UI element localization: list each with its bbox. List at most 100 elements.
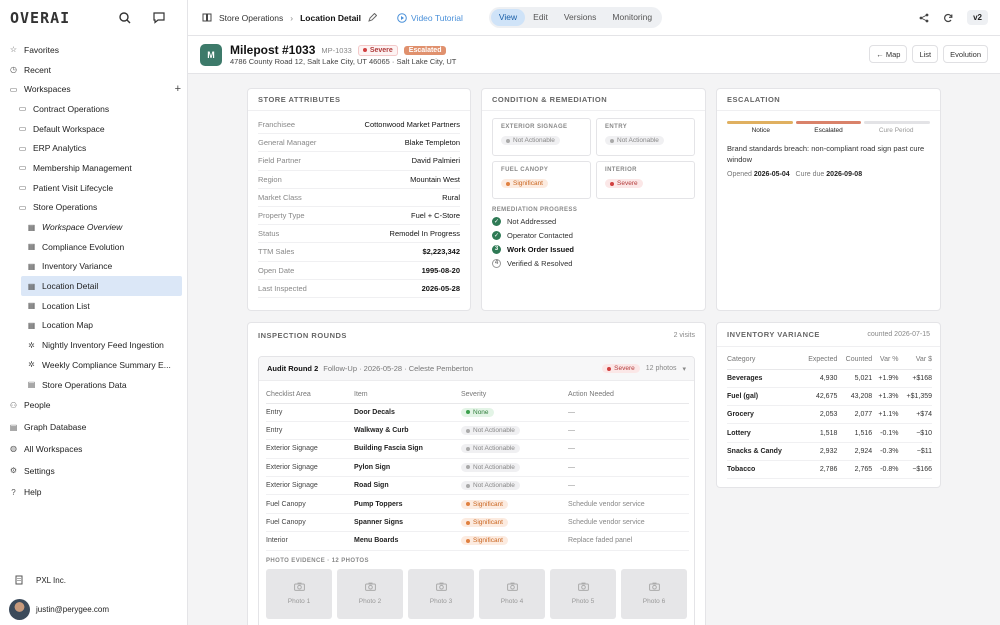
sidebar-item-default-workspace[interactable]: ▭ Default Workspace	[0, 119, 187, 139]
user-menu[interactable]: justin@perygee.com	[0, 593, 187, 625]
variance-percent: -0.3%	[872, 442, 899, 461]
table-row[interactable]: Tobacco 2,786 2,765 -0.8% −$166	[727, 460, 932, 480]
version-badge[interactable]: v2	[967, 10, 988, 25]
check-circle-icon: ✓	[492, 231, 501, 241]
sidebar-item-nightly-inventory-feed-ingestion[interactable]: ✲ Nightly Inventory Feed Ingestion	[0, 335, 187, 355]
sidebar-item-location-map[interactable]: ▦ Location Map	[0, 316, 187, 336]
sidebar-item-graph-database[interactable]: ▤ Graph Database	[0, 416, 187, 438]
mode-tab-view[interactable]: View	[490, 9, 526, 26]
expected-value: 2,932	[799, 442, 838, 461]
table-row[interactable]: Lottery 1,518 1,516 -0.1% −$10	[727, 423, 932, 443]
sidebar-item-workspace-overview[interactable]: ▦ Workspace Overview	[0, 217, 187, 237]
sidebar-item-label: Compliance Evolution	[42, 241, 125, 252]
attribute-value: Mountain West	[410, 174, 460, 184]
photo-thumbnail[interactable]: Photo 6	[621, 568, 687, 619]
sidebar-item-people[interactable]: ⚇ People	[0, 394, 187, 416]
checklist-area: Fuel Canopy	[266, 494, 354, 514]
severity-dot-icon	[362, 48, 367, 52]
mode-tab-edit[interactable]: Edit	[533, 12, 548, 22]
video-tutorial-link[interactable]: Video Tutorial	[397, 13, 463, 23]
photo-count: 12 photos	[645, 365, 677, 372]
table-row[interactable]: Entry Door Decals None —	[266, 403, 689, 422]
photo-thumbnail[interactable]: Photo 2	[337, 568, 403, 619]
table-row[interactable]: Exterior Signage Building Fascia Sign Not …	[266, 439, 689, 459]
severity-dot-icon	[466, 465, 470, 470]
sidebar-item-label: Favorites	[24, 44, 59, 55]
folder-icon: ▭	[18, 202, 27, 212]
chevron-down-icon[interactable]: ▾	[682, 365, 686, 373]
inventory-category: Fuel (gal)	[727, 387, 800, 407]
attribute-row: Open Date 1995-08-20	[258, 262, 460, 280]
sidebar-item-label: Contract Operations	[33, 103, 110, 114]
org-switcher[interactable]: PXL Inc.	[0, 567, 187, 593]
sidebar-item-label: People	[24, 400, 51, 411]
escalation-stage-bar	[864, 121, 931, 124]
sidebar-item-workspaces[interactable]: ▭ Workspaces +	[0, 79, 187, 99]
photo-thumbnail[interactable]: Photo 1	[266, 568, 332, 619]
breadcrumb-parent[interactable]: Store Operations	[219, 12, 284, 23]
sidebar-item-location-detail[interactable]: ▦ Location Detail	[21, 276, 182, 296]
sidebar-item-erp-analytics[interactable]: ▭ ERP Analytics	[0, 138, 187, 158]
mode-tab-versions[interactable]: Versions	[563, 12, 597, 22]
sidebar-item-recent[interactable]: ◷ Recent	[0, 60, 187, 80]
photo-thumbnail[interactable]: Photo 3	[408, 568, 474, 619]
sidebar-item-label: Graph Database	[24, 422, 87, 433]
sidebar-item-location-list[interactable]: ▦ Location List	[0, 296, 187, 316]
table-row[interactable]: Fuel Canopy Spanner Signs Significant Sched…	[266, 513, 689, 533]
record-code: MP-1033	[321, 45, 352, 55]
attribute-row: Property Type Fuel + C-Store	[258, 207, 460, 226]
table-row[interactable]: Snacks & Candy 2,932 2,924 -0.3% −$11	[727, 442, 932, 461]
sidebar-item-all-workspaces[interactable]: ◍ All Workspaces	[0, 438, 187, 460]
severity-pill: None	[461, 407, 494, 417]
sidebar-item-label: Location List	[42, 300, 90, 311]
action-needed: Replace faded panel	[568, 531, 689, 551]
sidebar-item-patient-visit-lifecycle[interactable]: ▭ Patient Visit Lifecycle	[0, 178, 187, 198]
refresh-icon[interactable]	[943, 13, 953, 23]
expected-value: 2,053	[799, 405, 838, 425]
table-row[interactable]: Interior Menu Boards Significant Replace fa…	[266, 531, 689, 551]
sidebar-item-membership-management[interactable]: ▭ Membership Management	[0, 158, 187, 178]
audit-round-header[interactable]: Audit Round 2 Follow-Up · 2026-05-28 · C…	[259, 357, 694, 381]
severity-badge-label: Severe	[369, 46, 393, 54]
photo-thumbnail[interactable]: Photo 4	[479, 568, 545, 619]
condition-label: FUEL CANOPY	[501, 167, 549, 173]
evolution-button[interactable]: Evolution	[943, 45, 988, 63]
sidebar-item-contract-operations[interactable]: ▭ Contract Operations	[0, 99, 187, 119]
sidebar-item-help[interactable]: ? Help	[0, 482, 187, 504]
list-button[interactable]: List	[912, 45, 939, 63]
sidebar-item-inventory-variance[interactable]: ▦ Inventory Variance	[0, 257, 187, 277]
photo-thumbnail[interactable]: Photo 5	[550, 568, 616, 619]
table-row[interactable]: Fuel (gal) 42,675 43,208 +1.3% +$1,359	[727, 387, 932, 407]
map-button[interactable]: ← Map	[869, 45, 908, 63]
folder-icon: ▭	[18, 104, 27, 114]
cure-due-date: 2026-09-08	[826, 171, 863, 178]
variance-percent: +1.9%	[872, 369, 899, 388]
chat-icon[interactable]	[153, 12, 165, 24]
inspection-rounds-card: INSPECTION ROUNDS 2 visits Audit Round 2 …	[247, 322, 706, 625]
add-workspace-button[interactable]: +	[174, 83, 181, 96]
table-row[interactable]: Fuel Canopy Pump Toppers Significant Schedu…	[266, 494, 689, 514]
table-row[interactable]: Entry Walkway & Curb Not Actionable —	[266, 421, 689, 441]
sidebar-item-compliance-evolution[interactable]: ▦ Compliance Evolution	[0, 237, 187, 257]
table-row[interactable]: Exterior Signage Pylon Sign Not Actionable…	[266, 458, 689, 478]
sidebar-item-store-operations[interactable]: ▭ Store Operations	[0, 198, 187, 218]
mode-tab-monitoring[interactable]: Monitoring	[612, 12, 653, 22]
table-row[interactable]: Beverages 4,930 5,021 +1.9% +$168	[727, 369, 932, 388]
table-row[interactable]: Grocery 2,053 2,077 +1.1% +$74	[727, 405, 932, 425]
visits-count: 2 visits	[673, 331, 695, 339]
app-logo[interactable]: OVERAI	[10, 9, 71, 27]
pencil-icon[interactable]	[368, 13, 378, 22]
sidebar-item-favorites[interactable]: ☆ Favorites	[0, 40, 187, 60]
sidebar-item-settings[interactable]: ⚙ Settings	[0, 460, 187, 482]
table-row[interactable]: Exterior Signage Road Sign Not Actionable —	[266, 476, 689, 496]
action-needed: —	[568, 403, 689, 422]
share-icon[interactable]	[919, 13, 929, 23]
remediation-step: ✓ Operator Contacted	[492, 229, 705, 243]
search-icon[interactable]	[119, 12, 131, 24]
folder-icon: ▭	[18, 124, 27, 134]
step-number-icon: 3	[492, 244, 501, 254]
sidebar-item-weekly-compliance-summary-e[interactable]: ✲ Weekly Compliance Summary E...	[0, 355, 187, 375]
severity-pill-label: Significant	[473, 519, 503, 527]
sidebar-item-label: Store Operations Data	[42, 379, 127, 390]
sidebar-item-store-operations-data[interactable]: ▤ Store Operations Data	[0, 375, 187, 395]
